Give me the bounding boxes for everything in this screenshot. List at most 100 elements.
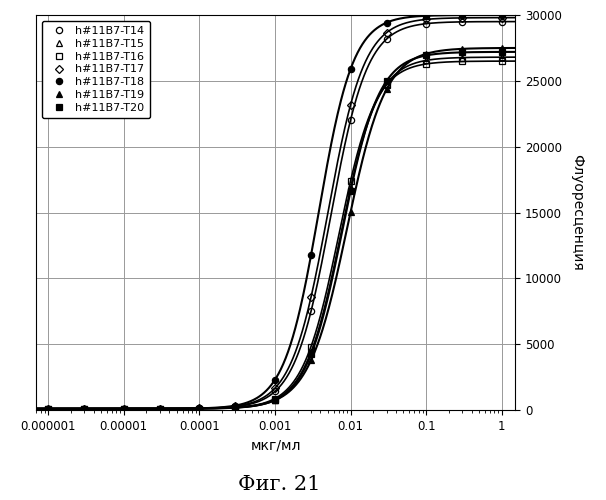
h#11B7-T14: [120, 406, 127, 411]
h#11B7-T18: [196, 406, 203, 411]
h#11B7-T15: [459, 54, 466, 60]
h#11B7-T20: [498, 49, 505, 55]
h#11B7-T19: [383, 86, 390, 92]
h#11B7-T14: [383, 36, 390, 42]
h#11B7-T20: [81, 406, 88, 411]
h#11B7-T14: [156, 406, 164, 411]
h#11B7-T18: [81, 406, 88, 411]
h#11B7-T17: [231, 403, 239, 409]
h#11B7-T18: [347, 66, 354, 72]
h#11B7-T16: [271, 396, 279, 402]
h#11B7-T17: [498, 14, 505, 20]
h#11B7-T15: [231, 404, 239, 410]
h#11B7-T19: [231, 404, 239, 410]
h#11B7-T17: [44, 406, 52, 411]
h#11B7-T17: [196, 406, 203, 411]
h#11B7-T19: [307, 358, 315, 364]
h#11B7-T15: [383, 81, 390, 87]
h#11B7-T17: [271, 385, 279, 391]
h#11B7-T20: [44, 406, 52, 411]
h#11B7-T20: [307, 352, 315, 358]
h#11B7-T16: [156, 406, 164, 411]
h#11B7-T16: [498, 58, 505, 64]
h#11B7-T19: [459, 46, 466, 52]
Legend: h#11B7-T14, h#11B7-T15, h#11B7-T16, h#11B7-T17, h#11B7-T18, h#11B7-T19, h#11B7-T: h#11B7-T14, h#11B7-T15, h#11B7-T16, h#11…: [42, 20, 150, 118]
h#11B7-T14: [307, 308, 315, 314]
h#11B7-T20: [196, 406, 203, 411]
h#11B7-T14: [196, 406, 203, 411]
h#11B7-T18: [383, 20, 390, 26]
h#11B7-T18: [459, 12, 466, 18]
Line: h#11B7-T18: h#11B7-T18: [45, 12, 505, 412]
h#11B7-T15: [271, 396, 279, 402]
h#11B7-T18: [156, 406, 164, 411]
h#11B7-T17: [347, 102, 354, 108]
h#11B7-T15: [347, 186, 354, 192]
h#11B7-T16: [81, 406, 88, 411]
h#11B7-T18: [271, 377, 279, 383]
h#11B7-T18: [120, 406, 127, 411]
h#11B7-T16: [307, 344, 315, 349]
h#11B7-T17: [156, 406, 164, 411]
h#11B7-T20: [459, 50, 466, 56]
h#11B7-T16: [422, 61, 430, 67]
h#11B7-T15: [81, 406, 88, 411]
h#11B7-T17: [81, 406, 88, 411]
h#11B7-T19: [44, 406, 52, 411]
h#11B7-T17: [422, 16, 430, 22]
h#11B7-T16: [383, 82, 390, 87]
h#11B7-T17: [307, 294, 315, 300]
h#11B7-T18: [307, 252, 315, 258]
h#11B7-T20: [422, 52, 430, 59]
h#11B7-T14: [81, 406, 88, 411]
h#11B7-T18: [44, 406, 52, 411]
Y-axis label: Флуоресценция: Флуоресценция: [570, 154, 584, 271]
h#11B7-T15: [498, 54, 505, 60]
h#11B7-T17: [120, 406, 127, 411]
Line: h#11B7-T14: h#11B7-T14: [45, 18, 505, 412]
h#11B7-T18: [498, 12, 505, 18]
h#11B7-T19: [196, 406, 203, 411]
h#11B7-T20: [120, 406, 127, 411]
h#11B7-T18: [231, 402, 239, 408]
h#11B7-T16: [459, 58, 466, 64]
h#11B7-T15: [422, 58, 430, 64]
h#11B7-T16: [231, 404, 239, 410]
h#11B7-T16: [120, 406, 127, 411]
h#11B7-T15: [307, 349, 315, 355]
h#11B7-T20: [231, 404, 239, 410]
h#11B7-T14: [422, 20, 430, 26]
Line: h#11B7-T20: h#11B7-T20: [45, 49, 505, 412]
h#11B7-T16: [44, 406, 52, 411]
X-axis label: мкг/мл: мкг/мл: [250, 438, 301, 452]
h#11B7-T19: [271, 398, 279, 404]
Line: h#11B7-T19: h#11B7-T19: [45, 45, 505, 412]
h#11B7-T15: [196, 406, 203, 411]
h#11B7-T19: [120, 406, 127, 411]
Line: h#11B7-T16: h#11B7-T16: [45, 58, 505, 412]
h#11B7-T19: [422, 51, 430, 57]
h#11B7-T19: [156, 406, 164, 411]
h#11B7-T20: [383, 78, 390, 84]
Text: Фиг. 21: Фиг. 21: [238, 475, 320, 494]
h#11B7-T14: [459, 19, 466, 25]
h#11B7-T19: [347, 209, 354, 215]
Line: h#11B7-T17: h#11B7-T17: [45, 14, 505, 412]
h#11B7-T17: [459, 15, 466, 21]
h#11B7-T19: [81, 406, 88, 411]
h#11B7-T16: [347, 178, 354, 184]
h#11B7-T15: [44, 406, 52, 411]
h#11B7-T20: [347, 188, 354, 194]
h#11B7-T14: [271, 388, 279, 394]
h#11B7-T17: [383, 30, 390, 36]
h#11B7-T15: [156, 406, 164, 411]
h#11B7-T14: [347, 117, 354, 123]
h#11B7-T20: [271, 397, 279, 403]
h#11B7-T20: [156, 406, 164, 411]
h#11B7-T15: [120, 406, 127, 411]
h#11B7-T14: [44, 406, 52, 411]
h#11B7-T18: [422, 13, 430, 19]
h#11B7-T14: [498, 18, 505, 24]
h#11B7-T14: [231, 404, 239, 409]
Line: h#11B7-T15: h#11B7-T15: [45, 54, 505, 412]
